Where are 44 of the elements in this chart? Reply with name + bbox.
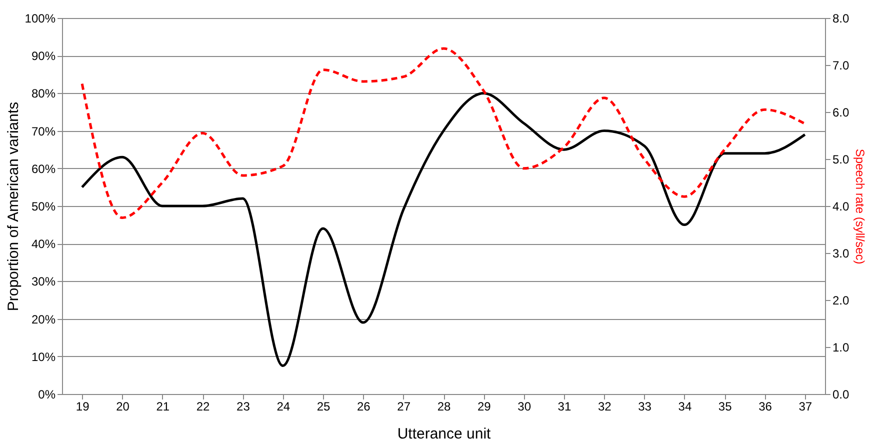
- x-tick-label: 22: [196, 400, 210, 414]
- x-tick-label: 29: [477, 400, 492, 414]
- y-tick-label: 60%: [31, 162, 56, 176]
- y2-axis-title: Speech rate (syll/sec): [853, 148, 868, 264]
- x-tick-label: 25: [316, 400, 331, 414]
- y-tick-label: 90%: [31, 49, 56, 64]
- y2-tick-label: 7.0: [832, 58, 850, 72]
- x-tick-label: 21: [156, 400, 170, 414]
- y-tick-label: 80%: [31, 86, 56, 101]
- y2-tick-label: 6.0: [832, 106, 850, 120]
- x-tick-label: 35: [718, 400, 732, 414]
- x-tick-label: 19: [76, 400, 90, 414]
- x-tick-label: 27: [397, 400, 411, 414]
- y2-tick-label: 3.0: [832, 246, 850, 260]
- y-tick-label: 0%: [38, 388, 56, 402]
- line-series: [80, 47, 806, 219]
- y2-tick-label: 8.0: [832, 12, 850, 26]
- y-tick-label: 40%: [31, 237, 56, 252]
- x-tick-label: 37: [798, 400, 812, 414]
- y2-tick-label: 4.0: [832, 200, 850, 214]
- x-tick-label: 24: [276, 400, 290, 414]
- x-tick-label: 34: [678, 400, 692, 414]
- y-tick-label: 10%: [31, 350, 56, 364]
- x-tick-label: 30: [518, 400, 532, 414]
- line-series: [80, 92, 806, 368]
- y-tick-label: 70%: [31, 124, 56, 138]
- x-tick-label: 33: [638, 400, 652, 414]
- x-axis-title: Utterance unit: [397, 426, 492, 442]
- x-tick-label: 28: [437, 400, 451, 414]
- x-tick-label: 31: [558, 400, 572, 414]
- x-tick-label: 36: [758, 400, 772, 414]
- y2-tick-label: 0.0: [832, 388, 850, 402]
- x-tick-label: 23: [236, 400, 250, 414]
- y-tick-label: 30%: [31, 274, 56, 289]
- y2-tick-label: 1.0: [832, 340, 850, 354]
- x-tick-label: 26: [357, 400, 371, 414]
- y2-tick-label: 2.0: [832, 294, 850, 308]
- x-tick-label: 32: [598, 400, 612, 414]
- y-tick-label: 100%: [24, 12, 56, 26]
- y-axis-title: Proportion of American variants: [4, 102, 22, 312]
- y-tick-label: 50%: [31, 200, 56, 214]
- x-tick-label: 20: [116, 400, 130, 414]
- y-tick-label: 20%: [31, 312, 56, 326]
- y2-tick-label: 5.0: [832, 152, 850, 166]
